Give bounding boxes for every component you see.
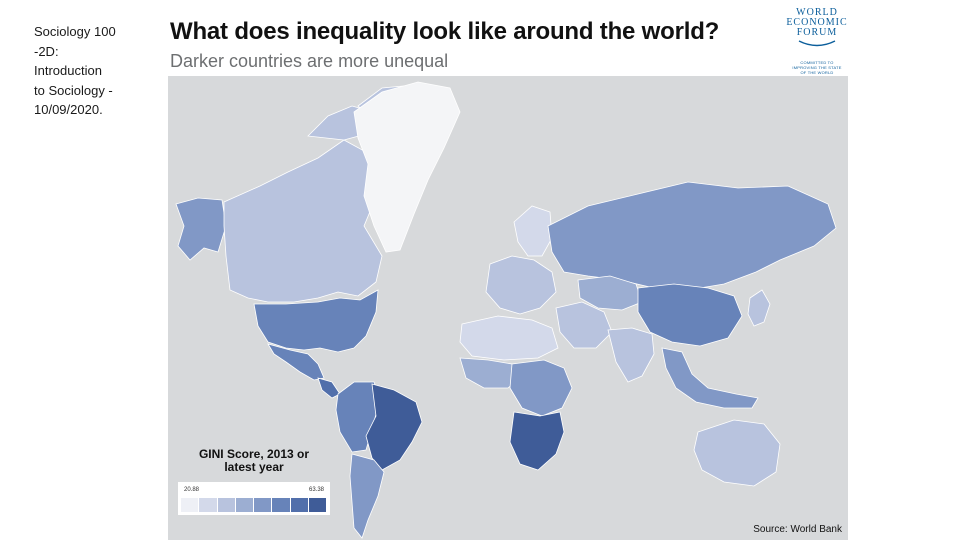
region-southern-africa [509, 411, 565, 471]
wef-logo-word: FORUM [796, 27, 838, 38]
legend-title-line: GINI Score, 2013 or [198, 447, 310, 461]
caption-line: Sociology 100 [34, 24, 116, 39]
region-argentina-chile [349, 453, 385, 539]
region-greenland [353, 81, 461, 253]
map-subtitle: Darker countries are more unequal [170, 51, 449, 71]
world-map-svg [175, 81, 837, 539]
world-map [168, 76, 848, 540]
wef-logo-name: WORLD ECONOMIC FORUM [786, 8, 848, 38]
region-middle-east [555, 301, 613, 349]
legend-swatch [217, 498, 236, 512]
map-legend: GINI Score, 2013 or latest year 20.88 63… [178, 448, 330, 524]
region-central-america [317, 377, 341, 399]
legend-title: GINI Score, 2013 or latest year [178, 448, 330, 474]
wef-tagline-line: COMMITTED TO [800, 60, 834, 65]
legend-swatch [235, 498, 254, 512]
legend-min: 20.88 [184, 487, 200, 493]
source-note: Source: World Bank [753, 524, 842, 535]
region-united-states [253, 289, 379, 353]
caption-line: to Sociology - [34, 82, 113, 98]
wef-arc-icon [798, 40, 836, 47]
caption-line: Introduction [34, 63, 102, 78]
region-north-africa [459, 315, 559, 361]
wef-tagline-line: IMPROVING THE STATE [792, 65, 842, 70]
region-japan [747, 289, 771, 327]
legend-swatch [254, 498, 273, 512]
caption-line: -2D: [34, 43, 59, 59]
region-australia [693, 419, 781, 487]
region-russia [547, 181, 837, 291]
legend-swatch [199, 498, 218, 512]
region-central-asia [577, 275, 643, 311]
map-title: What does inequality look like around th… [170, 18, 720, 45]
legend-max: 63.38 [308, 487, 324, 493]
region-brazil [365, 383, 423, 471]
wef-tagline: COMMITTED TO IMPROVING THE STATE OF THE … [786, 60, 848, 75]
wef-tagline-line: OF THE WORLD [800, 70, 834, 75]
legend-swatch [272, 498, 291, 512]
region-scandinavia [513, 205, 553, 257]
legend-title-line: latest year [224, 460, 284, 474]
region-china [637, 283, 743, 347]
legend-range: 20.88 63.38 [181, 487, 327, 493]
legend-swatch [290, 498, 309, 512]
wef-logo-word: ECONOMIC [786, 17, 848, 28]
legend-scale: 20.88 63.38 [178, 482, 330, 515]
region-alaska [175, 197, 227, 261]
legend-swatches [181, 498, 327, 512]
legend-swatch [308, 498, 327, 512]
region-india [607, 327, 655, 383]
wef-logo-word: WORLD [796, 7, 838, 18]
slide-caption: Sociology 100 -2D: Introduction to Socio… [34, 22, 146, 120]
wef-logo: WORLD ECONOMIC FORUM COMMITTED TO IMPROV… [786, 8, 848, 76]
legend-swatch [181, 498, 200, 512]
region-southeast-asia [661, 347, 759, 409]
region-western-europe [485, 255, 557, 315]
caption-line: 10/09/2020. [34, 102, 103, 117]
region-central-africa [509, 359, 573, 417]
